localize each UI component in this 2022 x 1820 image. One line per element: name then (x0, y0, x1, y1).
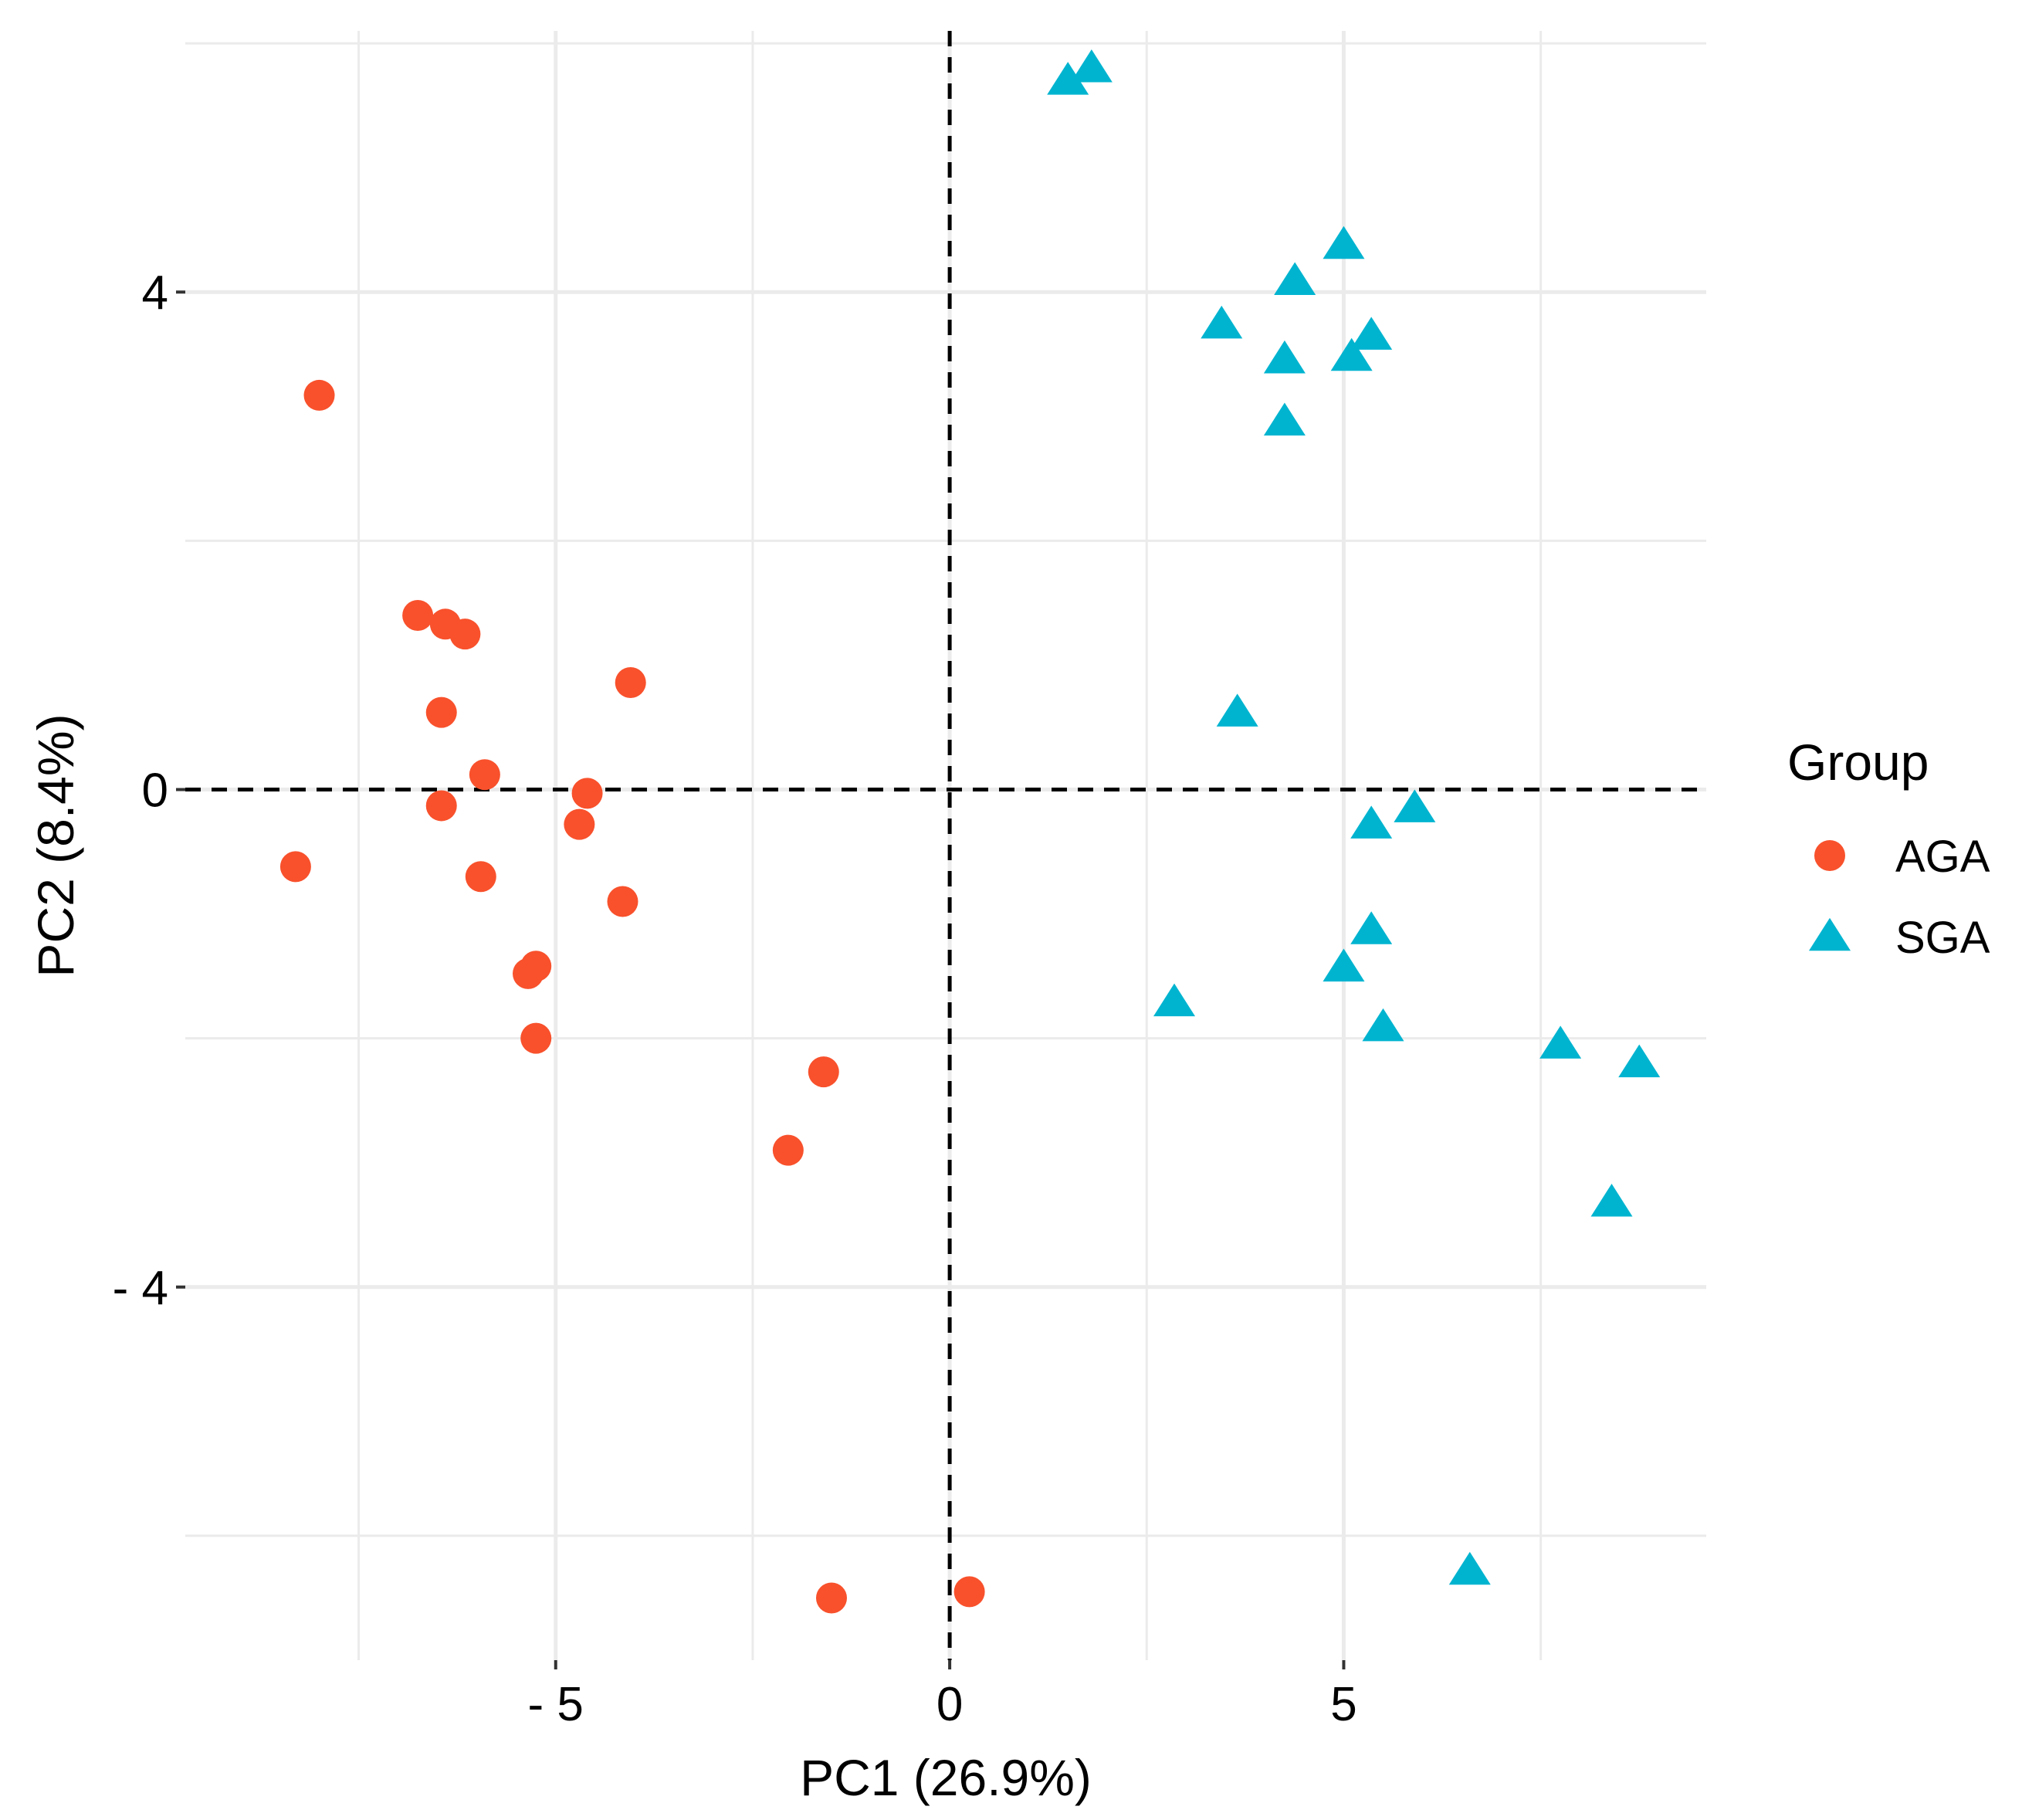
aga-point (449, 619, 481, 650)
x-tick-label: 0 (936, 1678, 963, 1731)
sga-point (1394, 789, 1436, 822)
sga-point (1618, 1044, 1661, 1078)
aga-point (425, 696, 457, 728)
legend-items: AGA SGA (1809, 832, 1990, 963)
sga-point (1153, 983, 1196, 1017)
aga-point (402, 600, 434, 632)
legend-item-aga: AGA (1814, 832, 1990, 882)
sga-point (1323, 948, 1365, 982)
sga-point (1047, 62, 1089, 95)
sga-point (1323, 225, 1365, 259)
y-tick-label: - 4 (113, 1262, 168, 1315)
sga-point (1263, 340, 1306, 374)
legend-label: AGA (1895, 832, 1990, 882)
legend: Group AGA SGA (1787, 734, 1990, 963)
aga-point (815, 1582, 847, 1614)
sga-point (1330, 337, 1373, 371)
sga-point (1590, 1183, 1633, 1217)
sga-point (1274, 262, 1316, 295)
minor-gridlines (185, 31, 1706, 1660)
aga-point (465, 861, 496, 893)
aga-point (953, 1576, 985, 1608)
y-tick-label: 0 (142, 764, 168, 818)
sga-point (1448, 1551, 1491, 1585)
aga-point (279, 851, 311, 883)
aga-point (772, 1134, 804, 1166)
series-aga (279, 379, 985, 1614)
reference-lines (185, 31, 1706, 1660)
aga-point (571, 778, 603, 809)
aga-point (615, 667, 646, 698)
x-tick-label: - 5 (528, 1678, 584, 1731)
aga-point (513, 957, 544, 989)
legend-item-sga: SGA (1809, 913, 1990, 963)
aga-point (607, 886, 638, 917)
sga-point (1216, 693, 1258, 727)
legend-label: SGA (1895, 913, 1990, 963)
major-gridlines (185, 31, 1706, 1660)
aga-point (425, 790, 457, 822)
sga-point (1362, 1008, 1404, 1042)
sga-point (1070, 49, 1113, 83)
series-sga (1047, 49, 1661, 1585)
y-tick-label: 4 (142, 266, 168, 320)
x-axis-title: PC1 (26.9%) (800, 1749, 1092, 1806)
aga-point (469, 759, 500, 791)
sga-point (1263, 402, 1306, 436)
x-axis-ticks: - 5 0 5 (528, 1660, 1357, 1731)
legend-title: Group (1787, 734, 1929, 791)
aga-point (564, 808, 595, 840)
aga-point (303, 379, 335, 411)
triangle-marker-icon (1809, 917, 1851, 951)
sga-point (1201, 305, 1243, 339)
aga-point (520, 1022, 552, 1054)
sga-point (1539, 1025, 1582, 1059)
aga-point (808, 1056, 839, 1088)
y-axis-title: PC2 (8.4%) (27, 713, 84, 977)
x-tick-label: 5 (1330, 1678, 1356, 1731)
sga-point (1350, 317, 1393, 350)
circle-marker-icon (1814, 840, 1845, 871)
sga-point (1350, 805, 1393, 839)
sga-point (1350, 911, 1393, 944)
data-points (279, 49, 1661, 1614)
y-axis-ticks: 4 0 - 4 (113, 266, 185, 1315)
